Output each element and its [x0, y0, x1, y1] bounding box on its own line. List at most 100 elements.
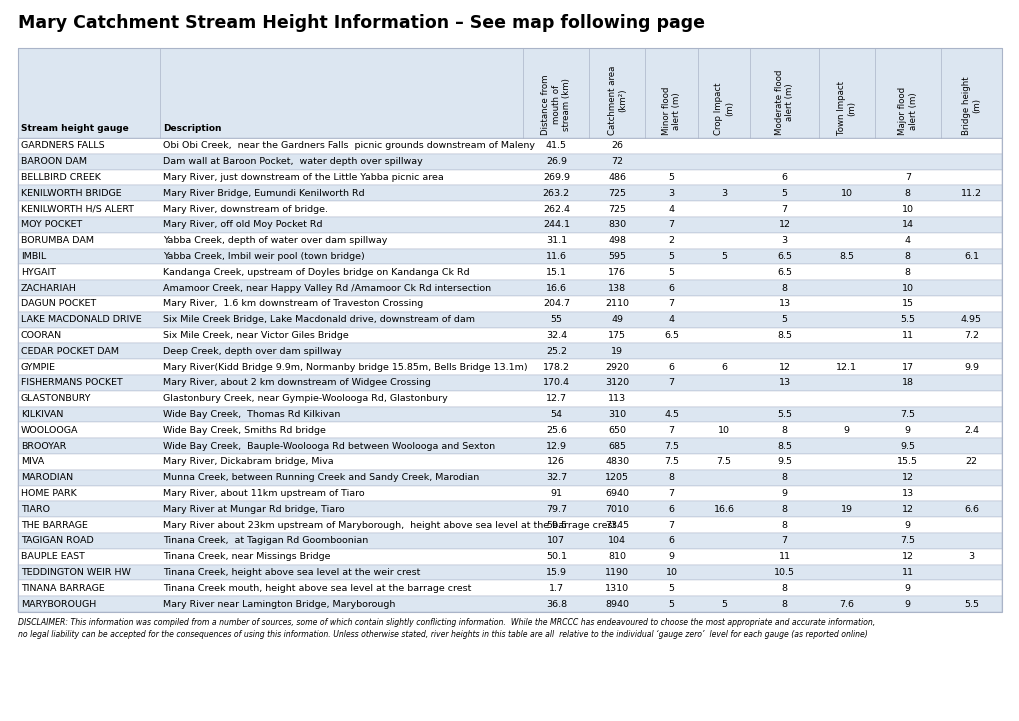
- Text: 7.5: 7.5: [663, 457, 679, 466]
- Text: Mary River, off old Moy Pocket Rd: Mary River, off old Moy Pocket Rd: [163, 221, 322, 229]
- Text: KENILWORTH BRIDGE: KENILWORTH BRIDGE: [21, 189, 121, 198]
- Text: 16.6: 16.6: [545, 283, 567, 293]
- Text: 10: 10: [664, 568, 677, 577]
- Text: 26.9: 26.9: [545, 157, 567, 167]
- Bar: [18, 517, 1001, 533]
- Text: HYGAIT: HYGAIT: [21, 267, 56, 277]
- Text: 8: 8: [904, 252, 910, 261]
- Bar: [18, 48, 1001, 138]
- Text: 19: 19: [610, 347, 623, 355]
- Text: 9.5: 9.5: [900, 441, 914, 451]
- Text: 498: 498: [607, 236, 626, 245]
- Text: 6.6: 6.6: [963, 505, 978, 514]
- Text: 6: 6: [667, 505, 674, 514]
- Text: Mary River near Lamington Bridge, Maryborough: Mary River near Lamington Bridge, Marybo…: [163, 600, 395, 609]
- Text: HOME PARK: HOME PARK: [21, 489, 76, 498]
- Text: 1310: 1310: [604, 584, 629, 593]
- Text: IMBIL: IMBIL: [21, 252, 46, 261]
- Text: DISCLAIMER: This information was compiled from a number of sources, some of whic: DISCLAIMER: This information was compile…: [18, 618, 874, 639]
- Text: 3120: 3120: [604, 379, 629, 387]
- Text: Description: Description: [163, 124, 221, 133]
- Text: 6940: 6940: [604, 489, 629, 498]
- Bar: [18, 533, 1001, 549]
- Text: 7345: 7345: [604, 521, 629, 530]
- Text: 7: 7: [667, 299, 674, 309]
- Text: 22: 22: [965, 457, 976, 466]
- Text: 8940: 8940: [604, 600, 629, 609]
- Text: 5: 5: [667, 252, 674, 261]
- Text: 9: 9: [667, 552, 674, 561]
- Text: 50.1: 50.1: [545, 552, 567, 561]
- Text: 810: 810: [607, 552, 626, 561]
- Text: 178.2: 178.2: [542, 363, 570, 371]
- Text: 204.7: 204.7: [542, 299, 570, 309]
- Text: 12.9: 12.9: [545, 441, 567, 451]
- Bar: [18, 501, 1001, 517]
- Text: 16.6: 16.6: [713, 505, 734, 514]
- Text: 13: 13: [777, 379, 790, 387]
- Text: 4: 4: [667, 315, 674, 324]
- Text: 11.6: 11.6: [545, 252, 567, 261]
- Text: 6: 6: [667, 283, 674, 293]
- Text: 91: 91: [550, 489, 561, 498]
- Text: 26: 26: [610, 141, 623, 151]
- Text: Town Impact
(m): Town Impact (m): [837, 81, 856, 135]
- Text: 10: 10: [901, 205, 913, 213]
- Text: 8: 8: [667, 473, 674, 482]
- Text: 9: 9: [904, 521, 910, 530]
- Text: 2920: 2920: [604, 363, 629, 371]
- Text: Mary River, about 2 km downstream of Widgee Crossing: Mary River, about 2 km downstream of Wid…: [163, 379, 430, 387]
- Text: 32.7: 32.7: [545, 473, 567, 482]
- Text: 595: 595: [607, 252, 626, 261]
- Text: Mary River(Kidd Bridge 9.9m, Normanby bridge 15.85m, Bells Bridge 13.1m): Mary River(Kidd Bridge 9.9m, Normanby br…: [163, 363, 527, 371]
- Text: 263.2: 263.2: [542, 189, 570, 198]
- Text: 55: 55: [550, 315, 561, 324]
- Text: ZACHARIAH: ZACHARIAH: [21, 283, 76, 293]
- Text: MARODIAN: MARODIAN: [21, 473, 73, 482]
- Text: 5.5: 5.5: [900, 315, 914, 324]
- Text: 25.6: 25.6: [545, 426, 567, 435]
- Text: 9: 9: [904, 584, 910, 593]
- Text: 4830: 4830: [604, 457, 629, 466]
- Text: 6: 6: [667, 363, 674, 371]
- Text: 262.4: 262.4: [542, 205, 570, 213]
- Bar: [18, 327, 1001, 343]
- Text: Mary River, Dickabram bridge, Miva: Mary River, Dickabram bridge, Miva: [163, 457, 333, 466]
- Text: 15.1: 15.1: [545, 267, 567, 277]
- Text: 244.1: 244.1: [542, 221, 570, 229]
- Text: 7.2: 7.2: [963, 331, 978, 340]
- Bar: [18, 470, 1001, 486]
- Text: 7: 7: [781, 205, 787, 213]
- Text: Stream height gauge: Stream height gauge: [21, 124, 128, 133]
- Text: GARDNERS FALLS: GARDNERS FALLS: [21, 141, 105, 151]
- Text: 8: 8: [781, 521, 787, 530]
- Text: 36.8: 36.8: [545, 600, 567, 609]
- Text: 1205: 1205: [604, 473, 629, 482]
- Text: 3: 3: [720, 189, 727, 198]
- Text: Moderate flood
alert (m): Moderate flood alert (m): [774, 70, 794, 135]
- Bar: [18, 296, 1001, 311]
- Text: 2.4: 2.4: [963, 426, 978, 435]
- Text: 10: 10: [717, 426, 730, 435]
- Text: Major flood
alert (m): Major flood alert (m): [897, 87, 917, 135]
- Text: 6.5: 6.5: [663, 331, 679, 340]
- Text: Glastonbury Creek, near Gympie-Woolooga Rd, Glastonbury: Glastonbury Creek, near Gympie-Woolooga …: [163, 394, 447, 403]
- Bar: [18, 359, 1001, 375]
- Text: 269.9: 269.9: [542, 173, 570, 182]
- Text: 8: 8: [781, 584, 787, 593]
- Text: 650: 650: [607, 426, 626, 435]
- Text: 5: 5: [667, 173, 674, 182]
- Text: 11.2: 11.2: [960, 189, 981, 198]
- Text: 6: 6: [720, 363, 727, 371]
- Text: Amamoor Creek, near Happy Valley Rd /Amamoor Ck Rd intersection: Amamoor Creek, near Happy Valley Rd /Ama…: [163, 283, 491, 293]
- Text: 10: 10: [840, 189, 852, 198]
- Bar: [18, 375, 1001, 391]
- Text: 1.7: 1.7: [548, 584, 564, 593]
- Bar: [18, 596, 1001, 612]
- Text: MARYBOROUGH: MARYBOROUGH: [21, 600, 96, 609]
- Text: Tinana Creek mouth, height above sea level at the barrage crest: Tinana Creek mouth, height above sea lev…: [163, 584, 471, 593]
- Text: 12.7: 12.7: [545, 394, 567, 403]
- Text: 49: 49: [610, 315, 623, 324]
- Text: BROOYAR: BROOYAR: [21, 441, 66, 451]
- Text: 4.5: 4.5: [663, 410, 679, 419]
